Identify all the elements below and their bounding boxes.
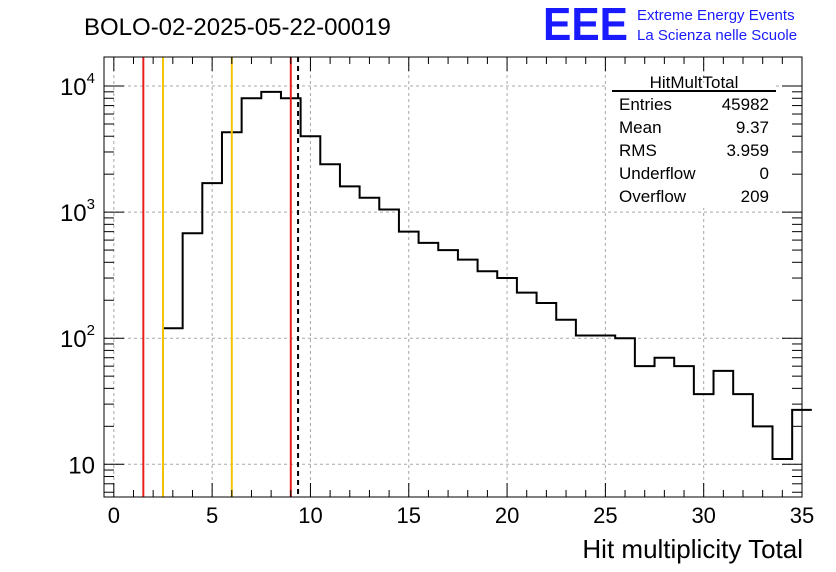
x-tick-label: 5 — [206, 503, 218, 528]
histogram-bin — [438, 250, 458, 497]
stats-box-background — [608, 83, 776, 208]
y-tick-exponent: 2 — [87, 322, 95, 339]
histogram-bin — [379, 209, 399, 497]
logo-line-2: La Scienza nelle Scuole — [637, 27, 797, 44]
eee-logo: EEE Extreme Energy Events La Scienza nel… — [543, 0, 797, 50]
stats-mean-value: 9.37 — [736, 118, 769, 137]
x-tick-labels: 0 5 10 15 20 25 30 35 — [108, 503, 815, 528]
histogram-bin — [242, 98, 262, 497]
x-tick-label: 35 — [790, 503, 814, 528]
histogram-bin — [517, 293, 537, 497]
x-tick-label: 25 — [593, 503, 617, 528]
y-tick-label: 104 — [60, 70, 95, 101]
histogram-bin — [163, 328, 183, 497]
histogram-bin — [576, 336, 596, 497]
y-tick-base: 10 — [60, 74, 87, 101]
y-tick-label: 10 — [68, 452, 95, 479]
stats-entries-label: Entries — [619, 95, 672, 114]
histogram-bin — [753, 426, 773, 497]
histogram-bin — [694, 394, 714, 497]
histogram-bin — [714, 371, 734, 497]
x-axis-title: Hit multiplicity Total — [582, 534, 803, 564]
logo-line-1: Extreme Energy Events — [637, 7, 795, 24]
histogram-bin — [556, 320, 576, 497]
histogram-bin — [320, 164, 340, 497]
chart-title: BOLO-02-2025-05-22-00019 — [84, 14, 391, 41]
stats-box-title: HitMultTotal — [650, 73, 739, 92]
histogram-bin — [615, 338, 635, 497]
histogram-series — [161, 90, 812, 497]
histogram-bin — [478, 271, 498, 497]
y-tick-base: 10 — [60, 326, 87, 353]
x-tick-label: 10 — [298, 503, 322, 528]
histogram-bin — [399, 232, 419, 497]
histogram-bin — [301, 136, 321, 497]
histogram-bin — [261, 92, 281, 497]
histogram-bin — [202, 183, 222, 497]
x-tick-label: 20 — [495, 503, 519, 528]
histogram-bin — [733, 394, 753, 497]
histogram-bin — [635, 366, 655, 497]
plot-frame — [103, 56, 803, 498]
axis-ticks — [104, 57, 803, 497]
stats-mean-label: Mean — [619, 118, 662, 137]
stats-underflow-label: Underflow — [619, 164, 696, 183]
y-tick-base: 10 — [60, 200, 87, 227]
histogram-bin — [419, 243, 439, 497]
histogram-bin — [183, 233, 203, 497]
histogram-bin — [596, 336, 616, 497]
stats-rms-label: RMS — [619, 141, 657, 160]
stats-overflow-label: Overflow — [619, 187, 687, 206]
histogram-bin — [674, 366, 694, 497]
histogram-bin — [655, 358, 675, 497]
x-tick-label: 0 — [108, 503, 120, 528]
stats-entries-value: 45982 — [722, 95, 769, 114]
y-tick-exponent: 3 — [87, 196, 95, 213]
histogram-bin — [497, 278, 517, 497]
histogram-bin — [360, 198, 380, 497]
stats-rms-value: 3.959 — [726, 141, 769, 160]
x-tick-label: 15 — [397, 503, 421, 528]
y-tick-exponent: 4 — [87, 70, 95, 87]
stats-box: HitMultTotal Entries 45982 Mean 9.37 RMS… — [608, 73, 776, 208]
histogram-bin — [340, 186, 360, 497]
histogram-bin — [537, 303, 557, 497]
histogram-outline — [161, 90, 812, 497]
stats-overflow-value: 209 — [741, 187, 769, 206]
y-tick-label: 103 — [60, 196, 95, 227]
vertical-marker-lines — [142, 57, 300, 497]
x-tick-label: 30 — [691, 503, 715, 528]
stats-underflow-value: 0 — [760, 164, 769, 183]
histogram-bin — [458, 260, 478, 497]
y-tick-label: 102 — [60, 322, 95, 353]
eee-logo-text: EEE — [543, 0, 628, 50]
